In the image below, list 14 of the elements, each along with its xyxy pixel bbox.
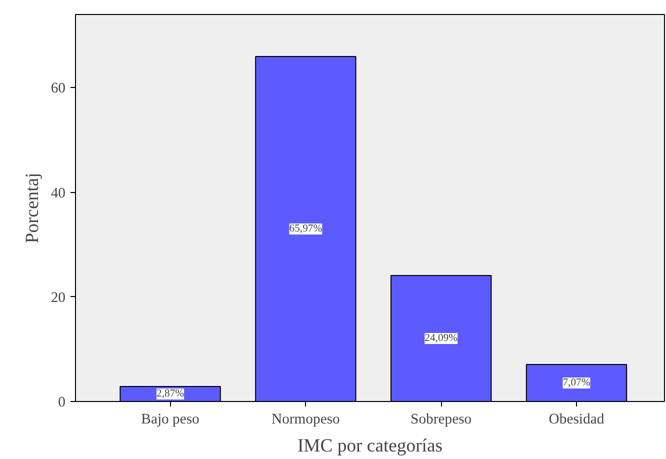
y-axis-title: Porcentaj xyxy=(22,172,43,244)
x-axis-title: IMC por categorías xyxy=(297,436,443,456)
y-tick-label: 0 xyxy=(58,394,66,410)
x-tick-label: Obesidad xyxy=(548,412,605,428)
data-label: 24,09% xyxy=(424,333,458,344)
y-tick-label: 40 xyxy=(50,185,66,202)
data-label: 7,07% xyxy=(562,378,590,389)
data-label: 65,97% xyxy=(289,223,322,234)
y-tick-label: 60 xyxy=(50,80,66,97)
x-tick-label: Bajo peso xyxy=(141,412,200,428)
y-tick-label: 20 xyxy=(50,290,66,306)
x-tick-label: Sobrepeso xyxy=(410,412,472,428)
x-tick-label: Normopeso xyxy=(271,412,340,428)
data-label: 2,87% xyxy=(156,388,184,400)
